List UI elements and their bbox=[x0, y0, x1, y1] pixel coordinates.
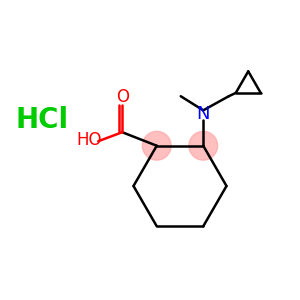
Circle shape bbox=[142, 131, 171, 160]
Circle shape bbox=[189, 131, 218, 160]
Text: O: O bbox=[116, 88, 129, 106]
Text: HCl: HCl bbox=[15, 106, 69, 134]
Text: N: N bbox=[196, 105, 210, 123]
Text: HO: HO bbox=[76, 131, 102, 149]
